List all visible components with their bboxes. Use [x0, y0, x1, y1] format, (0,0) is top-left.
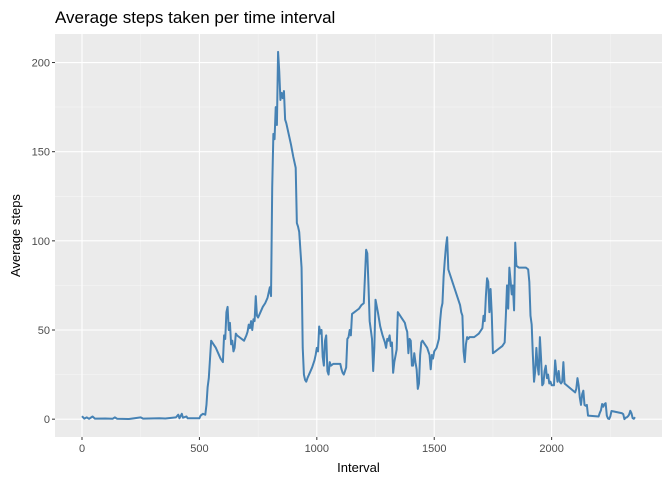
- x-tick-label: 1000: [305, 443, 329, 455]
- x-tick-label: 1500: [422, 443, 446, 455]
- x-axis-title: Interval: [337, 460, 380, 475]
- x-tick-label: 500: [190, 443, 208, 455]
- x-tick-label: 0: [79, 443, 85, 455]
- y-tick-label: 150: [32, 147, 50, 159]
- y-tick-label: 0: [44, 414, 50, 426]
- major-gridlines: [55, 34, 662, 437]
- y-axis-title: Average steps: [8, 194, 23, 277]
- x-axis: 0 500 1000 1500 2000: [79, 437, 564, 455]
- y-tick-label: 200: [32, 58, 50, 70]
- series-line: [81, 50, 636, 421]
- y-tick-label: 50: [38, 325, 50, 337]
- minor-gridlines: [55, 34, 662, 437]
- y-axis: 0 50 100 150 200: [32, 58, 55, 426]
- y-tick-label: 100: [32, 236, 50, 248]
- chart-title: Average steps taken per time interval: [55, 8, 335, 27]
- x-tick-label: 2000: [539, 443, 563, 455]
- plot-panel: [55, 34, 662, 437]
